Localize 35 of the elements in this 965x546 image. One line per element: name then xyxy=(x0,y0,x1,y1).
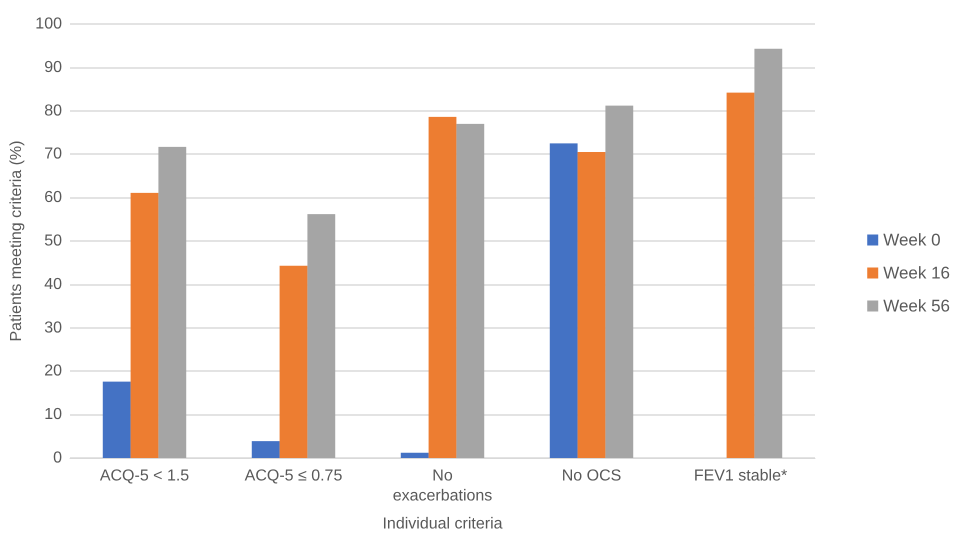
y-tick-label: 90 xyxy=(44,58,62,76)
legend-label: Week 0 xyxy=(883,230,941,250)
y-tick-label: 70 xyxy=(44,146,62,163)
y-tick-label: 80 xyxy=(44,102,62,120)
bar xyxy=(102,382,131,458)
x-axis-title: Individual criteria xyxy=(382,516,503,532)
y-tick-label: 100 xyxy=(35,16,62,32)
y-tick-label: 10 xyxy=(44,406,62,424)
bar xyxy=(280,266,308,458)
y-axis-title: Patients meeting criteria (%) xyxy=(8,140,25,342)
bar xyxy=(456,124,484,458)
bar xyxy=(400,452,429,458)
y-tick-label: 20 xyxy=(44,362,62,380)
y-tick-label: 40 xyxy=(44,276,62,293)
x-tick-label: ACQ-5 ≤ 0.75 xyxy=(244,468,342,484)
x-tick-label: ACQ-5 < 1.5 xyxy=(100,468,190,484)
y-tick-label: 30 xyxy=(44,319,62,336)
x-tick-label: No exacerbations xyxy=(392,468,492,504)
x-tick-label: FEV1 stable* xyxy=(694,468,788,484)
y-tick-label: 50 xyxy=(44,232,62,250)
bar xyxy=(754,48,782,458)
y-tick-label: 60 xyxy=(44,189,62,206)
bar xyxy=(130,192,158,458)
bar xyxy=(428,116,456,458)
bar xyxy=(252,441,280,458)
bar xyxy=(578,152,606,458)
bar xyxy=(158,146,186,458)
bar xyxy=(726,92,754,458)
legend-label: Week 16 xyxy=(883,264,950,282)
bar xyxy=(307,214,336,458)
legend-label: Week 56 xyxy=(883,296,950,316)
bar xyxy=(550,143,578,458)
y-tick-label: 0 xyxy=(53,450,62,466)
bar xyxy=(605,106,634,458)
x-tick-label: No OCS xyxy=(562,468,622,484)
